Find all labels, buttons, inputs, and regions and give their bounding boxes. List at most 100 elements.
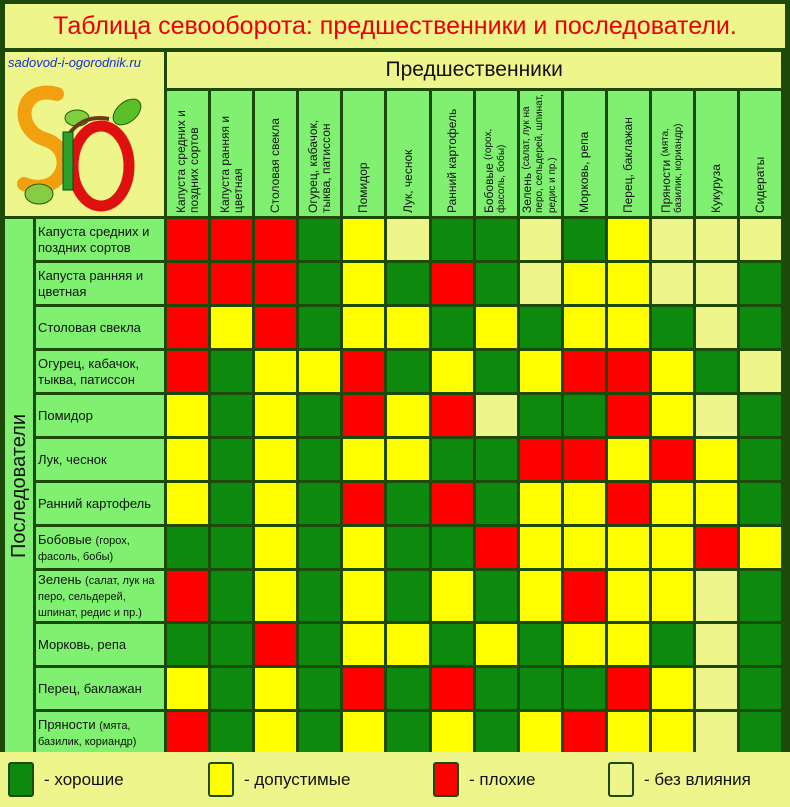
- compatibility-cell: [563, 439, 605, 480]
- compatibility-cell: [475, 307, 517, 348]
- row-header-main: Зелень: [38, 572, 82, 587]
- row-header-main: Бобовые: [38, 531, 92, 547]
- compatibility-cell: [740, 263, 782, 304]
- compatibility-cell: [387, 483, 429, 524]
- compatibility-cell: [607, 351, 650, 392]
- compatibility-cell: [255, 483, 297, 524]
- compatibility-cell: [431, 307, 473, 348]
- row-header: Помидор: [36, 395, 164, 436]
- compatibility-cell: [519, 571, 561, 621]
- compatibility-cell: [343, 351, 385, 392]
- row-header: Капуста средних и поздних сортов: [36, 219, 164, 260]
- column-header: Зелень (салат, лук на перо, сельдерей, ш…: [519, 91, 561, 216]
- column-header-main: Бобовые: [482, 163, 497, 213]
- compatibility-cell: [519, 395, 561, 436]
- compatibility-cell: [696, 307, 738, 348]
- compatibility-cell: [607, 395, 650, 436]
- compatibility-cell: [299, 439, 341, 480]
- compatibility-cell: [652, 351, 694, 392]
- legend-label: - допустимые: [244, 769, 351, 789]
- compatibility-cell: [255, 712, 297, 753]
- compatibility-cell: [211, 712, 253, 753]
- row-header: Перец, баклажан: [36, 668, 164, 709]
- compatibility-cell: [652, 483, 694, 524]
- compatibility-cell: [299, 219, 341, 260]
- row-header: Лук, чеснок: [36, 439, 164, 480]
- compatibility-cell: [519, 527, 561, 568]
- compatibility-cell: [607, 263, 650, 304]
- legend-label: - хорошие: [44, 769, 124, 789]
- legend-item: - допустимые: [208, 762, 350, 797]
- compatibility-cell: [431, 571, 473, 621]
- column-header-main: Капуста ранняя и цветная: [217, 115, 245, 213]
- compatibility-cell: [167, 527, 209, 568]
- compatibility-cell: [475, 263, 517, 304]
- compatibility-cell: [299, 527, 341, 568]
- compatibility-cell: [255, 439, 297, 480]
- compatibility-cell: [211, 219, 253, 260]
- compatibility-cell: [343, 668, 385, 709]
- compatibility-cell: [652, 571, 694, 621]
- compatibility-cell: [211, 263, 253, 304]
- column-header: Помидор: [343, 91, 385, 216]
- column-header-main: Кукуруза: [709, 164, 724, 213]
- compatibility-cell: [519, 624, 561, 665]
- row-header-sub: (салат, лук на перо, сельдерей, шпинат, …: [38, 575, 155, 619]
- column-header-label: Кукуруза: [709, 94, 724, 213]
- column-header: Перец, баклажан: [607, 91, 650, 216]
- row-header-label: Зелень (салат, лук на перо, сельдерей, ш…: [38, 572, 162, 620]
- compatibility-cell: [652, 219, 694, 260]
- legend-item: - плохие: [433, 762, 535, 797]
- compatibility-cell: [387, 527, 429, 568]
- page-title: Таблица севооборота: предшественники и п…: [5, 4, 785, 48]
- compatibility-cell: [652, 307, 694, 348]
- compatibility-cell: [211, 307, 253, 348]
- compatibility-cell: [211, 527, 253, 568]
- row-header-main: Пряности: [38, 716, 96, 732]
- legend-swatch: [608, 762, 634, 797]
- compatibility-cell: [475, 395, 517, 436]
- compatibility-cell: [740, 219, 782, 260]
- compatibility-cell: [343, 571, 385, 621]
- logo: sadovod-i-ogorodnik.ru: [5, 52, 164, 216]
- row-header-main: Ранний картофель: [38, 495, 152, 511]
- row-header: Пряности (мята, базилик, кориандр): [36, 712, 164, 753]
- column-header: Пряности (мята, базилик, кориандр): [652, 91, 694, 216]
- column-header-label: Капуста ранняя и цветная: [217, 94, 245, 213]
- row-header: Ранний картофель: [36, 483, 164, 524]
- compatibility-cell: [519, 483, 561, 524]
- column-header-main: Помидор: [356, 162, 371, 213]
- compatibility-cell: [740, 439, 782, 480]
- compatibility-cell: [740, 571, 782, 621]
- compatibility-cell: [387, 395, 429, 436]
- compatibility-cell: [387, 263, 429, 304]
- compatibility-cell: [211, 351, 253, 392]
- compatibility-cell: [563, 395, 605, 436]
- compatibility-cell: [652, 527, 694, 568]
- compatibility-cell: [563, 527, 605, 568]
- site-url[interactable]: sadovod-i-ogorodnik.ru: [8, 55, 141, 70]
- compatibility-cell: [343, 624, 385, 665]
- compatibility-cell: [255, 571, 297, 621]
- column-header: Капуста ранняя и цветная: [211, 91, 253, 216]
- row-header-main: Капуста ранняя и цветная: [38, 267, 144, 299]
- row-header-sub: (горох, фасоль, бобы): [38, 534, 130, 563]
- predecessors-header: Предшественники: [167, 52, 782, 88]
- legend-swatch: [433, 762, 459, 797]
- compatibility-cell: [431, 712, 473, 753]
- compatibility-cell: [343, 439, 385, 480]
- compatibility-cell: [387, 439, 429, 480]
- column-header-main: Пряности: [658, 159, 673, 213]
- compatibility-cell: [696, 351, 738, 392]
- compatibility-cell: [255, 624, 297, 665]
- compatibility-cell: [211, 439, 253, 480]
- column-header-main: Капуста средних и поздних сортов: [173, 110, 201, 213]
- row-header-label: Лук, чеснок: [38, 452, 107, 468]
- row-header: Морковь, репа: [36, 624, 164, 665]
- compatibility-cell: [563, 624, 605, 665]
- compatibility-cell: [431, 483, 473, 524]
- compatibility-cell: [563, 483, 605, 524]
- compatibility-cell: [431, 624, 473, 665]
- compatibility-cell: [740, 527, 782, 568]
- column-header-main: Зелень: [519, 172, 534, 213]
